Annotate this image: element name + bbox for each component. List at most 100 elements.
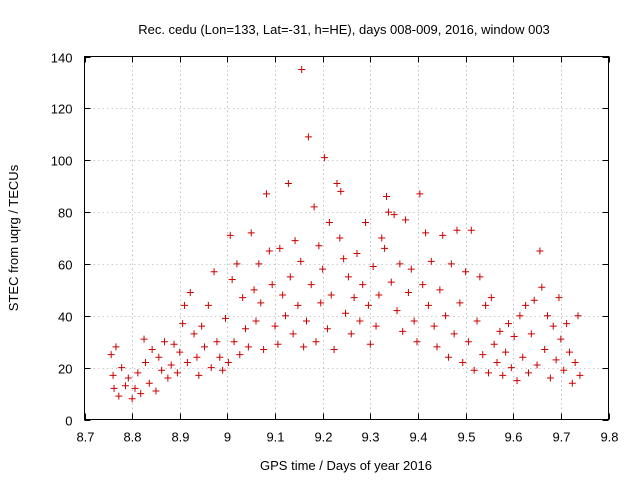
data-point: [327, 291, 335, 299]
data-point: [224, 358, 232, 366]
data-point: [447, 260, 455, 268]
data-point: [384, 208, 392, 216]
data-point: [513, 377, 521, 385]
data-point: [487, 294, 495, 302]
data-point: [310, 203, 318, 211]
data-point: [504, 320, 512, 328]
data-point: [381, 244, 389, 252]
data-point: [148, 345, 156, 353]
data-point: [362, 218, 370, 226]
data-point: [378, 234, 386, 242]
data-point: [383, 193, 391, 201]
data-point: [155, 353, 163, 361]
data-point: [476, 273, 484, 281]
data-point: [560, 366, 568, 374]
data-point: [416, 190, 424, 198]
y-tick-label: 100: [51, 154, 73, 169]
x-tick-label: 9.8: [600, 430, 618, 445]
x-tick-label: 8.7: [76, 430, 94, 445]
data-point: [315, 242, 323, 250]
x-tick-label: 9: [224, 430, 231, 445]
data-point: [219, 366, 227, 374]
y-tick-label: 40: [58, 310, 72, 325]
data-point: [574, 312, 582, 320]
data-point: [274, 340, 282, 348]
x-tick-label: 9.1: [266, 430, 284, 445]
data-point: [304, 133, 312, 141]
data-point: [282, 312, 290, 320]
data-point: [436, 286, 444, 294]
x-tick-label: 9.7: [552, 430, 570, 445]
data-point: [413, 338, 421, 346]
data-point: [444, 353, 452, 361]
data-point: [118, 364, 126, 372]
x-tick-label: 9.6: [504, 430, 522, 445]
y-tick-label: 20: [58, 362, 72, 377]
data-point: [369, 263, 377, 271]
data-point: [576, 371, 584, 379]
data-point: [407, 265, 415, 273]
data-point: [201, 343, 209, 351]
data-point: [213, 338, 221, 346]
data-point: [164, 374, 172, 382]
data-point: [482, 301, 490, 309]
grid-lines: [84, 56, 609, 420]
data-point: [442, 312, 450, 320]
data-point: [252, 317, 260, 325]
data-point: [291, 237, 299, 245]
data-point: [430, 322, 438, 330]
data-point: [262, 190, 270, 198]
data-point: [356, 317, 364, 325]
data-point: [141, 358, 149, 366]
data-point: [325, 218, 333, 226]
data-point: [242, 325, 250, 333]
data-point: [450, 330, 458, 338]
data-point: [527, 330, 535, 338]
data-point: [484, 369, 492, 377]
data-point: [321, 154, 329, 162]
data-point: [563, 320, 571, 328]
data-point: [216, 353, 224, 361]
data-point: [433, 343, 441, 351]
data-point: [473, 317, 481, 325]
data-point: [193, 353, 201, 361]
data-point: [109, 371, 117, 379]
data-point: [555, 294, 563, 302]
y-tick-label: 60: [58, 258, 72, 273]
data-point: [568, 379, 576, 387]
data-point: [375, 291, 383, 299]
data-point: [393, 307, 401, 315]
data-point: [222, 314, 230, 322]
data-point: [176, 348, 184, 356]
data-point: [344, 273, 352, 281]
data-point: [330, 345, 338, 353]
data-point: [255, 260, 263, 268]
data-point: [538, 283, 546, 291]
y-tick-label: 140: [51, 51, 73, 66]
data-point: [268, 281, 276, 289]
data-point: [347, 330, 355, 338]
data-point: [297, 257, 305, 265]
data-point: [294, 301, 302, 309]
data-point: [337, 187, 345, 195]
data-point: [333, 180, 341, 188]
data-point: [404, 288, 412, 296]
data-point: [140, 335, 148, 343]
x-tick-label: 8.9: [171, 430, 189, 445]
data-point: [173, 369, 181, 377]
data-point: [319, 265, 327, 273]
data-point: [158, 366, 166, 374]
data-point: [195, 371, 203, 379]
data-point: [340, 255, 348, 263]
data-point: [302, 317, 310, 325]
data-point: [353, 250, 361, 258]
data-point: [399, 327, 407, 335]
data-point: [250, 286, 258, 294]
data-point: [279, 291, 287, 299]
data-point: [260, 345, 268, 353]
data-point: [552, 356, 560, 364]
data-point: [276, 244, 284, 252]
data-point: [124, 374, 132, 382]
data-points: [107, 65, 584, 403]
